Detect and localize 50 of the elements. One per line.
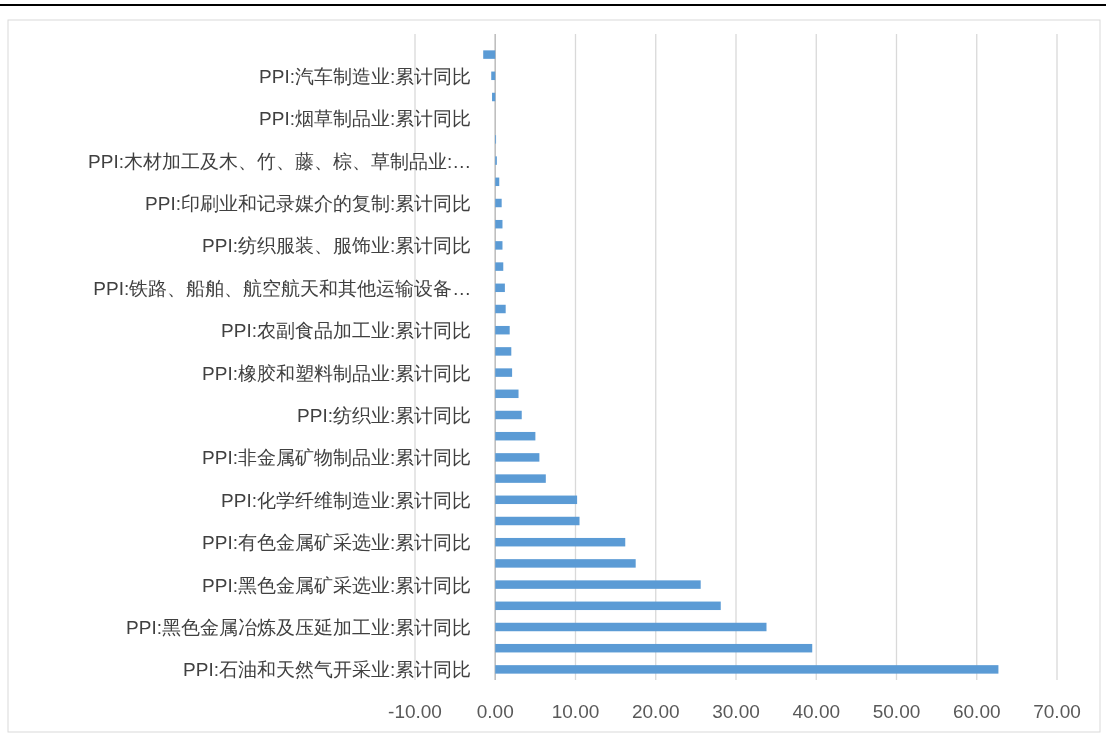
y-tick-label: PPI:黑色金属矿采选业:累计同比 xyxy=(202,574,472,596)
bar xyxy=(495,643,813,653)
bar xyxy=(495,198,502,208)
bar xyxy=(495,347,512,356)
x-tick-label: 70.00 xyxy=(1033,701,1081,722)
bar xyxy=(495,177,500,187)
x-tick-label: -10.00 xyxy=(388,701,442,722)
bar xyxy=(495,601,721,611)
bar xyxy=(495,453,540,462)
y-tick-label: PPI:黑色金属冶炼及压延加工业:累计同比 xyxy=(126,617,472,638)
x-tick-label: 50.00 xyxy=(872,701,921,722)
bar xyxy=(495,495,578,505)
y-tick-label: PPI:印刷业和记录媒介的复制:累计同比 xyxy=(145,193,472,214)
x-tick-label: 10.00 xyxy=(551,701,600,722)
y-tick-label: PPI:有色金属矿采选业:累计同比 xyxy=(202,532,472,554)
y-tick-label: PPI:农副食品加工业:累计同比 xyxy=(221,320,472,342)
bar xyxy=(495,431,536,441)
bar xyxy=(495,665,999,674)
bar xyxy=(495,389,519,399)
y-tick-label: PPI:非金属矿物制品业:累计同比 xyxy=(202,447,472,469)
bar xyxy=(495,262,504,271)
x-tick-label: 30.00 xyxy=(712,701,760,722)
x-tick-label: 0.00 xyxy=(476,701,514,722)
y-tick-label: PPI:纺织服装、服饰业:累计同比 xyxy=(202,235,472,257)
bar xyxy=(495,368,513,377)
y-tick-label: PPI:汽车制造业:累计同比 xyxy=(259,65,472,87)
x-tick-label: 20.00 xyxy=(631,701,680,722)
bar xyxy=(495,622,767,632)
y-tick-label: PPI:铁路、船舶、航空航天和其他运输设备… xyxy=(93,277,472,299)
x-tick-label: 40.00 xyxy=(792,701,841,722)
bar xyxy=(495,283,505,293)
bar xyxy=(495,219,503,229)
bar xyxy=(495,580,701,589)
bar xyxy=(491,71,496,81)
bar xyxy=(495,304,506,314)
y-tick-label: PPI:橡胶和塑料制品业:累计同比 xyxy=(202,362,472,384)
bar xyxy=(495,241,503,250)
y-tick-label: PPI:石油和天然气开采业:累计同比 xyxy=(183,659,472,681)
y-tick-label: PPI:木材加工及木、竹、藤、棕、草制品业:… xyxy=(88,150,472,172)
y-tick-label: PPI:烟草制品业:累计同比 xyxy=(259,108,472,130)
y-tick-label: PPI:纺织业:累计同比 xyxy=(297,405,472,426)
bar xyxy=(495,474,546,483)
y-tick-label: PPI:化学纤维制造业:累计同比 xyxy=(221,489,472,511)
bar xyxy=(495,410,522,420)
bar xyxy=(483,50,496,59)
bar xyxy=(495,559,636,568)
bar xyxy=(495,537,626,547)
bar xyxy=(495,516,580,526)
bar xyxy=(495,325,510,335)
x-tick-label: 60.00 xyxy=(952,701,1001,722)
